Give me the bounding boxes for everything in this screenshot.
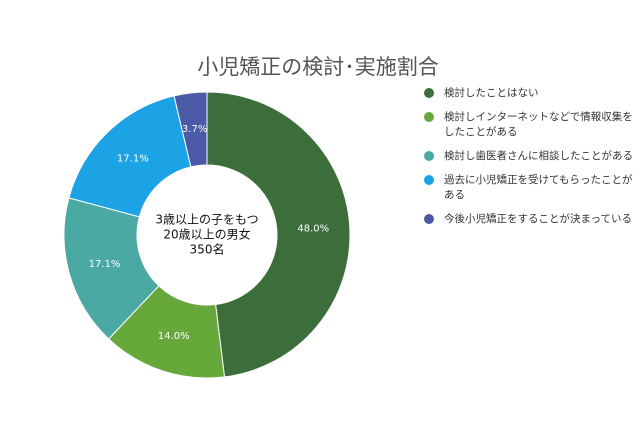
legend-label: 今後小児矯正をすることが決まっている [444,213,633,225]
legend-swatch [424,175,434,185]
value-label: 48.0% [297,223,329,234]
value-label: 14.0% [158,331,190,342]
legend-item: 過去に小児矯正を受けてもらったことがある [424,173,634,203]
legend-swatch [424,112,434,122]
value-label: 17.1% [89,259,121,270]
donut-slice [63,197,160,340]
legend-label: 過去に小児矯正を受けてもらったことがある [444,174,633,201]
value-label: 3.7% [182,124,207,135]
legend-item: 検討したことはない [424,86,634,101]
legend-swatch [424,88,434,98]
legend-item: 検討しインターネットなどで情報収集をしたことがある [424,110,634,140]
legend-swatch [424,214,434,224]
chart-title: 小児矯正の検討･実施割合 [197,55,439,79]
donut-slice [206,91,351,378]
donut-slice [173,91,208,168]
center-label: 3歳以上の子をもつ [155,213,258,227]
center-label: 350名 [190,242,225,257]
legend-label: 検討しインターネットなどで情報収集をしたことがある [444,111,633,138]
legend: 検討したことはない検討しインターネットなどで情報収集をしたことがある検討し歯医者… [424,86,634,236]
legend-item: 検討し歯医者さんに相談したことがある [424,149,634,164]
legend-item: 今後小児矯正をすることが決まっている [424,212,634,227]
legend-label: 検討し歯医者さんに相談したことがある [444,150,633,162]
donut-slice [68,95,192,218]
center-label: 20歳以上の男女 [163,227,250,242]
legend-label: 検討したことはない [444,87,539,99]
legend-swatch [424,151,434,161]
value-label: 17.1% [117,154,149,165]
